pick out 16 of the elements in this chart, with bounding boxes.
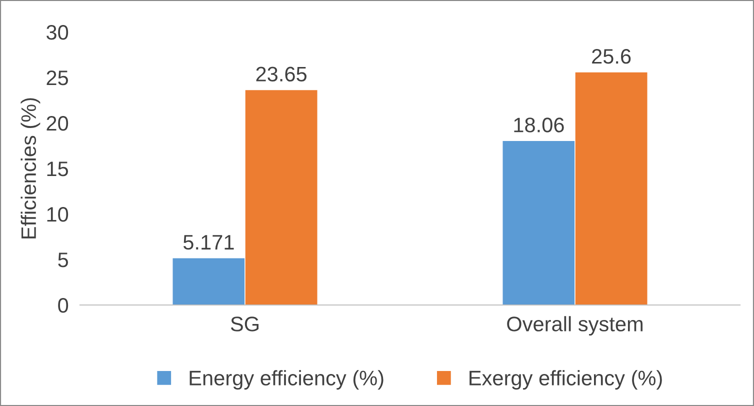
legend-label: Energy efficiency (%) (190, 370, 384, 390)
legend-label: Exergy efficiency (%) (470, 370, 662, 390)
data-label: 5.171 (183, 235, 234, 250)
y-tick-label: 30 (46, 25, 68, 40)
y-tick-label: 20 (46, 116, 68, 131)
x-tick-label: SG (230, 316, 258, 332)
data-label: 23.65 (256, 66, 306, 82)
data-label: 25.6 (592, 49, 631, 64)
y-tick-label: 10 (47, 207, 68, 222)
x-tick-label: Overall system (507, 316, 643, 336)
y-tick-label: 5 (58, 252, 68, 268)
data-label: 18.06 (514, 118, 564, 132)
y-axis-title: Efficiencies (%) (20, 98, 40, 238)
y-tick-label: 25 (46, 70, 68, 86)
y-tick-label: 15 (47, 162, 68, 176)
y-tick-label: 0 (58, 298, 68, 313)
